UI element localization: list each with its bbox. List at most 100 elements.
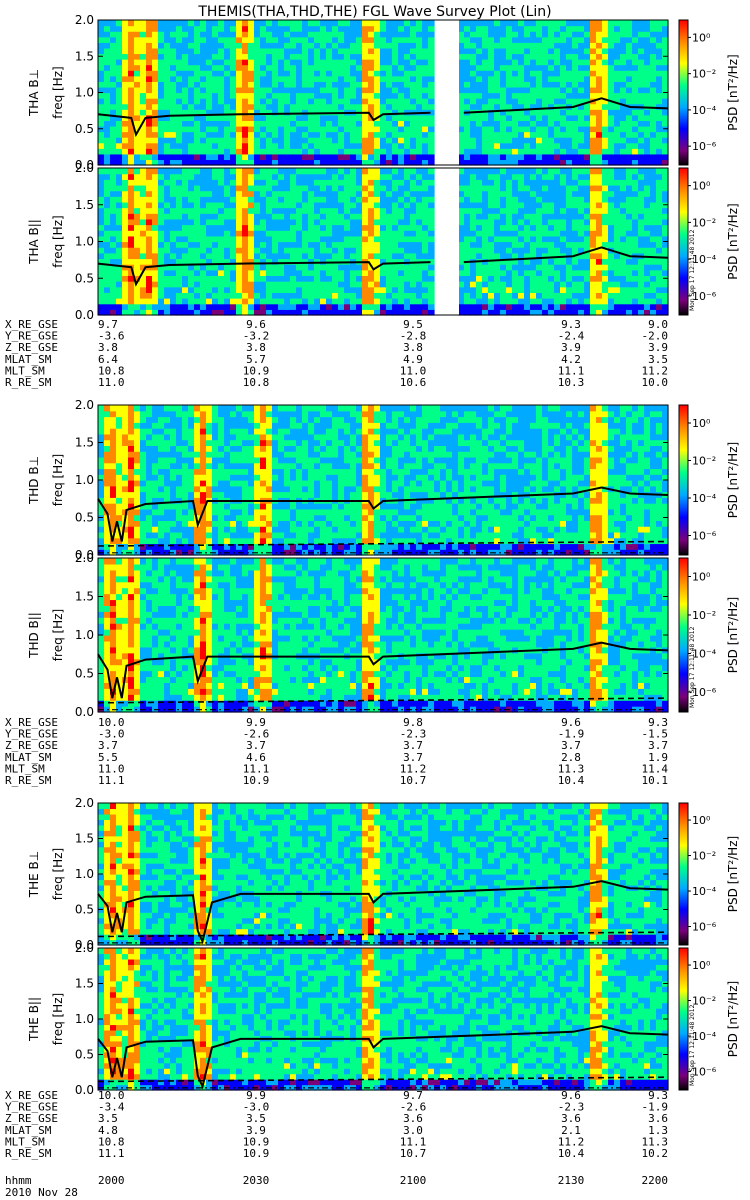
psd-cell: [308, 114, 315, 121]
psd-cell: [392, 53, 399, 60]
psd-cell: [386, 103, 393, 110]
psd-cell: [200, 252, 207, 260]
psd-cell: [290, 131, 297, 138]
psd-cell: [536, 241, 543, 248]
psd-cell: [290, 142, 297, 149]
psd-cell: [572, 31, 579, 38]
psd-cell: [512, 218, 519, 226]
psd-cell: [170, 53, 177, 60]
psd-cell: [266, 114, 273, 121]
psd-cell: [422, 275, 429, 282]
psd-cell: [338, 173, 345, 180]
psd-cell: [134, 173, 141, 180]
psd-cell: [542, 47, 549, 55]
psd-cell: [158, 168, 165, 175]
psd-cell: [290, 168, 297, 175]
psd-cell: [644, 20, 651, 27]
psd-cell: [302, 275, 309, 282]
psd-cell: [626, 258, 633, 265]
psd-cell: [212, 286, 219, 293]
psd-cell: [254, 201, 261, 209]
psd-cell: [254, 298, 261, 305]
psd-cell: [536, 114, 543, 121]
psd-cell: [350, 264, 357, 271]
psd-cell: [518, 137, 525, 144]
psd-cell: [104, 184, 111, 192]
psd-cell: [230, 53, 237, 60]
psd-cell: [254, 98, 261, 105]
psd-cell: [98, 86, 105, 94]
psd-cell: [602, 196, 609, 203]
psd-cell: [122, 159, 129, 166]
psd-cell: [122, 196, 129, 203]
psd-cell: [428, 173, 435, 180]
psd-cell: [158, 264, 165, 271]
psd-cell: [260, 159, 267, 166]
psd-cell: [290, 59, 297, 66]
psd-cell: [104, 428, 111, 435]
psd-cell: [590, 241, 597, 248]
psd-cell: [656, 281, 663, 288]
psd-cell: [620, 286, 627, 293]
psd-cell: [188, 137, 195, 144]
psd-cell: [392, 75, 399, 82]
colorbar-tick-label: 10⁰: [692, 180, 711, 193]
psd-cell: [506, 53, 513, 60]
psd-cell: [176, 159, 183, 166]
psd-cell: [524, 25, 531, 32]
psd-cell: [662, 218, 669, 226]
psd-cell: [458, 269, 465, 277]
psd-cell: [398, 98, 405, 105]
psd-cell: [500, 218, 507, 226]
psd-cell: [134, 264, 141, 271]
psd-cell: [206, 298, 213, 305]
psd-cell: [236, 309, 243, 316]
psd-cell: [122, 258, 129, 265]
psd-cell: [326, 201, 333, 209]
psd-cell: [140, 137, 147, 144]
psd-cell: [188, 25, 195, 32]
psd-cell: [152, 207, 159, 214]
psd-cell: [296, 120, 303, 127]
psd-cell: [578, 31, 585, 38]
psd-cell: [644, 241, 651, 248]
psd-cell: [410, 31, 417, 38]
psd-cell: [518, 235, 525, 243]
psd-cell: [374, 53, 381, 60]
psd-cell: [158, 20, 165, 27]
psd-cell: [602, 213, 609, 220]
psd-cell: [218, 241, 225, 248]
psd-cell: [488, 142, 495, 149]
psd-cell: [428, 258, 435, 265]
psd-cell: [464, 264, 471, 271]
psd-cell: [524, 309, 531, 316]
psd-cell: [200, 168, 207, 175]
psd-cell: [410, 196, 417, 203]
psd-cell: [230, 252, 237, 260]
psd-cell: [308, 81, 315, 88]
psd-cell: [248, 298, 255, 305]
psd-cell: [314, 142, 321, 149]
psd-cell: [632, 190, 639, 197]
psd-cell: [374, 247, 381, 254]
psd-cell: [662, 159, 669, 166]
psd-cell: [314, 201, 321, 209]
psd-cell: [308, 148, 315, 155]
psd-cell: [122, 531, 129, 539]
psd-cell: [320, 137, 327, 144]
psd-cell: [512, 258, 519, 265]
psd-cell: [650, 247, 657, 254]
psd-cell: [104, 36, 111, 43]
psd-cell: [188, 168, 195, 175]
psd-cell: [200, 42, 207, 49]
psd-cell: [500, 20, 507, 27]
psd-cell: [560, 218, 567, 226]
psd-cell: [656, 303, 663, 310]
psd-cell: [110, 179, 117, 186]
psd-cell: [476, 286, 483, 293]
psd-cell: [302, 303, 309, 310]
psd-cell: [578, 142, 585, 149]
psd-cell: [356, 31, 363, 38]
psd-cell: [650, 98, 657, 105]
